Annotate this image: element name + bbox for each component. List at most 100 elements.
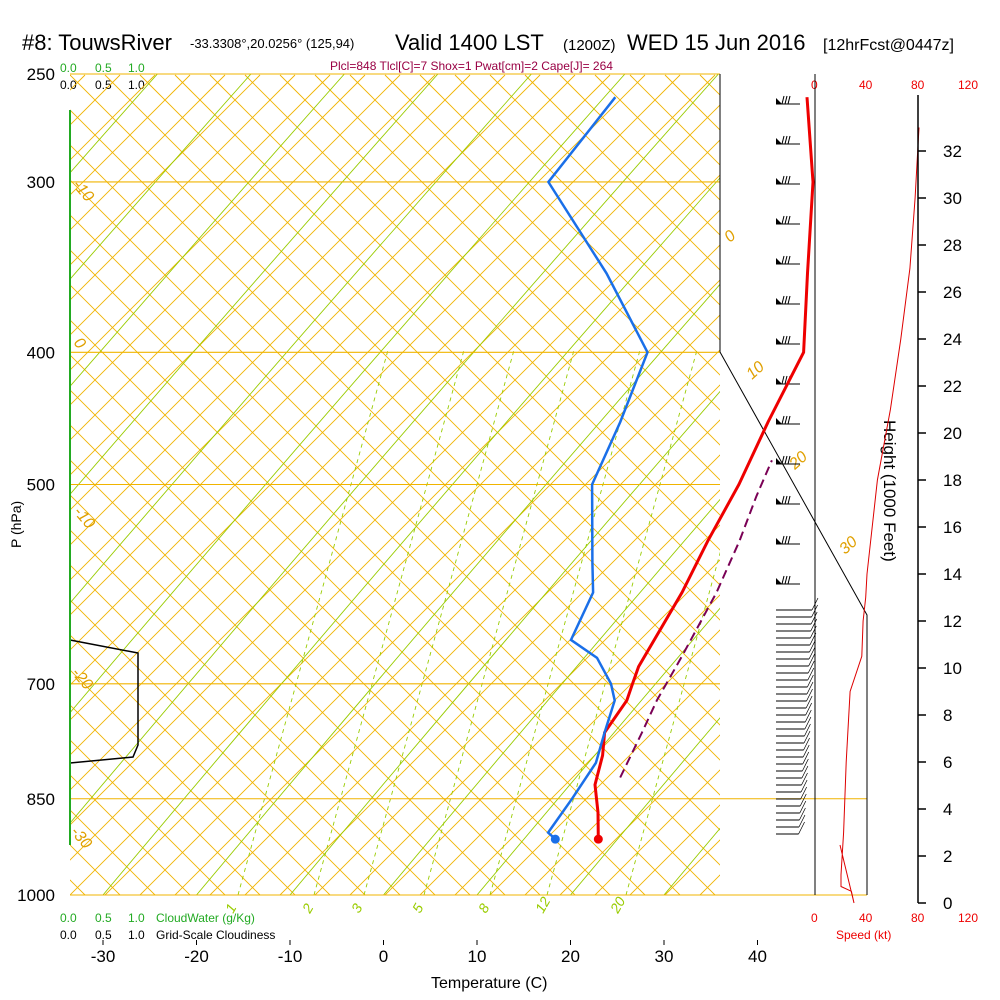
barb-flag [781,455,785,465]
barb-flag [802,758,809,772]
moist-adiabat-line [0,75,15,895]
height-tick-label: 20 [943,424,962,443]
wind-barb [776,604,818,618]
adiabat-label: 0 [70,335,89,353]
wind-barb [776,632,817,646]
isotherm-line [570,717,720,895]
wind-barb [776,730,811,744]
wind-barb [776,681,814,695]
cw-bottom-name: CloudWater (g/Kg) [156,911,255,925]
wind-barb [776,751,810,765]
height-tick-label: 24 [943,330,962,349]
wind-barb [776,779,808,793]
dry-adiabat-line [70,74,436,441]
height-tick-label: 28 [943,236,962,255]
barb-flag [784,415,788,425]
barb-flag [810,625,817,639]
cloud-bottom-0: 0.0 [60,928,77,942]
wind-barb [776,639,816,653]
dry-adiabat-line [349,524,720,895]
moist-adiabat-line [559,74,720,236]
dry-adiabat-line [524,699,720,895]
cw-top-1: 0.5 [95,61,112,75]
barb-flag [784,375,788,385]
wind-barb [776,646,816,660]
barb-flag [810,611,818,625]
moist-adiabat-line [70,494,471,895]
adiabat-label: 30 [836,533,861,558]
pressure-tick-label: 300 [27,173,55,192]
pressure-tick-label: 1000 [17,886,55,905]
wind-barb [776,737,810,751]
barb-flag [787,295,791,305]
barb-flag [787,575,791,585]
moist-adiabat-line [70,739,226,895]
barb-flag [810,618,818,632]
wind-barb [776,800,807,814]
barb-flag [781,575,785,585]
barb-pennant [776,138,782,144]
wind-barb [776,758,809,772]
wind-barb [776,674,814,688]
wind-barb [776,786,807,800]
barb-flag [787,255,791,265]
barb-flag [784,175,788,185]
barb-flag [804,709,812,723]
wind-panel-edge [719,351,868,895]
mixing-ratio-label: 20 [606,894,628,917]
barb-flag [787,455,791,465]
cloud-bottom-name: Grid-Scale Cloudiness [156,928,275,942]
barb-flag [807,674,814,688]
speed-top-80: 80 [911,78,925,92]
barb-pennant [776,178,782,184]
series-parcel [619,459,773,778]
dry-adiabat-line [419,594,720,895]
cloudiness-profile [69,639,139,764]
wind-barb [776,335,800,345]
barb-pennant [776,218,782,224]
barb-flag [809,639,816,653]
barb-flag [784,575,788,585]
wind-barb [776,744,810,758]
barb-flag [808,653,815,667]
barb-flag [781,135,785,145]
wind-barb [776,702,813,716]
barb-flag [784,215,788,225]
wind-barb [776,625,817,639]
barb-flag [811,597,819,611]
mixing-ratio-label: 8 [475,901,493,916]
cloud-bottom-1: 0.5 [95,928,112,942]
valid-zulu: (1200Z) [563,37,616,54]
barb-flag [781,415,785,425]
barb-flag [784,255,788,265]
barb-pennant [776,498,782,504]
barb-flag [787,95,791,105]
height-tick-label: 22 [943,377,962,396]
dry-adiabat-line [384,559,720,895]
moist-adiabat-line [349,74,720,446]
barb-flag [806,681,814,695]
height-tick-label: 4 [943,800,952,819]
wind-barb [776,709,812,723]
barb-pennant [776,538,782,544]
x-tick-label: 20 [561,947,580,966]
x-tick-label: -10 [278,947,303,966]
barb-pennant [776,258,782,264]
barb-flag [804,723,811,737]
cloudwater-bottom-scale: 0.0 0.5 1.0 CloudWater (g/Kg) 0.0 0.5 1.… [60,911,275,942]
barb-pennant [776,378,782,384]
adiabat-label: -20 [68,665,96,694]
series-dew-point [546,96,649,841]
speed-bottom-80: 80 [911,911,925,925]
x-tick-label: -20 [184,947,209,966]
wind-barb [776,95,800,105]
adiabat-label: 0 [721,227,739,246]
barb-flag [781,535,785,545]
wind-barb [776,660,815,674]
barb-pennant [776,458,782,464]
sounding-series [546,96,920,904]
speed-bottom-0: 0 [811,911,818,925]
barb-flag [798,814,806,828]
moist-adiabat-line [384,74,720,411]
speed-bottom-120: 120 [958,911,978,925]
